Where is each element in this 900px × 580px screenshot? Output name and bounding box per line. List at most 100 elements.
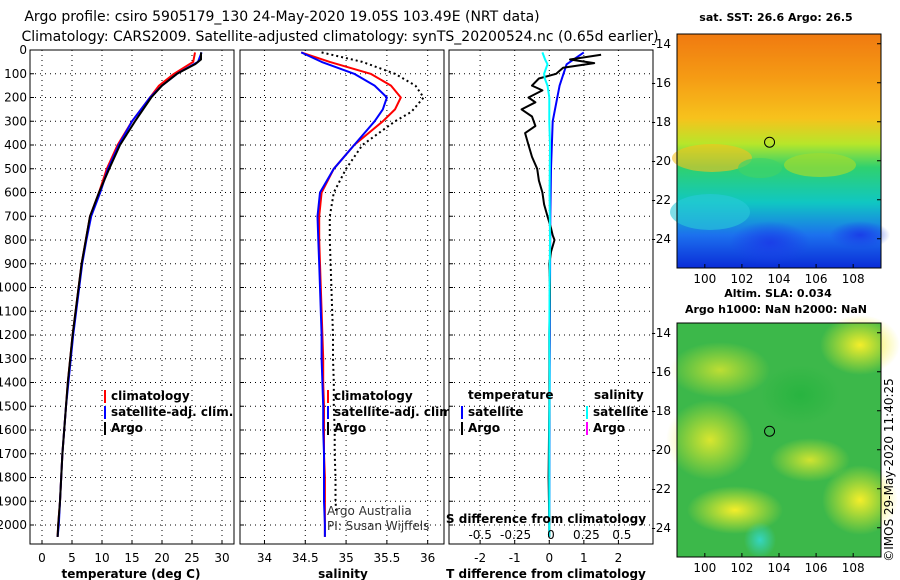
legend-swatch-climatology bbox=[327, 390, 329, 403]
depth-tick-label: 1800 bbox=[0, 471, 27, 485]
sst-cold-patch bbox=[730, 221, 810, 265]
sst-green-patch bbox=[738, 158, 782, 178]
legend-t-satellite: satellite bbox=[468, 405, 523, 419]
salinity-legend: climatology satellite-adj. clim. Argo bbox=[327, 389, 456, 435]
x-tick-label-salinity: 0 bbox=[547, 528, 555, 542]
series-line-satellite-adj-clim- bbox=[300, 51, 388, 537]
legend-swatch-satellite-adj bbox=[327, 406, 329, 419]
map-x-tick-label: 106 bbox=[805, 561, 828, 575]
legend-s-satellite: satellite bbox=[593, 405, 648, 419]
map-x-tick-label: 108 bbox=[842, 561, 865, 575]
temperature-series bbox=[56, 52, 203, 538]
legend-swatch-argo bbox=[104, 422, 106, 435]
map-x-tick-label: 104 bbox=[768, 272, 791, 286]
x-tick-label: 5 bbox=[68, 551, 76, 565]
data-pi-note: PI: Susan Wijffels bbox=[327, 519, 429, 533]
x-tick-label: 34.5 bbox=[292, 551, 319, 565]
sst-map-panel: sat. SST: 26.6 Argo: 26.5 100 102 104 106 10… bbox=[651, 11, 890, 300]
legend-satellite-adj: satellite-adj. clim. bbox=[334, 405, 456, 419]
depth-tick-label: 900 bbox=[4, 257, 27, 271]
sst-cold-patch bbox=[830, 221, 890, 249]
x-tick-label: 20 bbox=[154, 551, 169, 565]
map-y-tick-label: -24 bbox=[651, 521, 671, 535]
depth-tick-label: 1900 bbox=[0, 494, 27, 508]
salinity-xlabel: salinity bbox=[318, 567, 368, 580]
salinity-panel: 34 34.5 35 35.5 36 salinity climatology sate… bbox=[239, 49, 456, 580]
legend-swatch-climatology bbox=[104, 390, 106, 403]
difference-xlabel-salinity: S difference from climatology bbox=[446, 512, 646, 526]
legend-salinity-title: salinity bbox=[594, 388, 644, 402]
map-x-tick-label: 102 bbox=[730, 561, 753, 575]
map-x-tick-label: 102 bbox=[730, 272, 753, 286]
sst-map-ticks: 100 102 104 106 108 -14 -16 -18 -20 -22 -24 bbox=[651, 37, 881, 286]
depth-tick-label: 1500 bbox=[0, 399, 27, 413]
difference-panel: -2 -1 0 1 2 T difference from climatology S … bbox=[446, 49, 654, 580]
map-y-tick-label: -18 bbox=[651, 115, 671, 129]
depth-tick-label: 100 bbox=[4, 67, 27, 81]
depth-tick-label: 700 bbox=[4, 209, 27, 223]
sst-map-title: sat. SST: 26.6 Argo: 26.5 bbox=[699, 11, 852, 24]
x-tick-label: 0 bbox=[38, 551, 46, 565]
map-x-tick-label: 100 bbox=[693, 561, 716, 575]
depth-tick-label: 1300 bbox=[0, 352, 27, 366]
salinity-grid bbox=[240, 50, 444, 544]
legend-t-argo: Argo bbox=[468, 421, 500, 435]
temperature-grid bbox=[30, 50, 234, 544]
depth-tick-label: 300 bbox=[4, 114, 27, 128]
x-tick-label: 10 bbox=[94, 551, 109, 565]
height-map-panel: Argo h1000: NaN h2000: NaN 100 102 104 106 1… bbox=[651, 303, 900, 575]
x-tick-label: 35 bbox=[338, 551, 353, 565]
height-high-patch bbox=[670, 342, 770, 398]
temperature-frame bbox=[29, 49, 235, 545]
difference-grid bbox=[449, 50, 653, 544]
legend-swatch-argo bbox=[327, 422, 329, 435]
height-map-ticks: 100 102 104 106 108 -14 -16 -18 -20 -22 -24 bbox=[651, 326, 881, 575]
depth-tick-label: 0 bbox=[19, 43, 27, 57]
temperature-xlabel: temperature (deg C) bbox=[62, 567, 201, 580]
height-high-patch bbox=[820, 315, 900, 375]
height-high-patch bbox=[666, 400, 754, 480]
height-low-patch bbox=[744, 522, 776, 558]
map-y-tick-label: -14 bbox=[651, 37, 671, 51]
map-x-tick-label: 106 bbox=[805, 272, 828, 286]
x-tick-label: -2 bbox=[474, 551, 486, 565]
figure-subtitle: Climatology: CARS2009. Satellite-adjuste… bbox=[21, 29, 658, 45]
salinity-xticks: 34 34.5 35 35.5 36 bbox=[257, 540, 435, 565]
legend-satellite-adj: satellite-adj. clim. bbox=[111, 405, 233, 419]
x-tick-label-salinity: 0.5 bbox=[612, 528, 631, 542]
sst-warm-tongue bbox=[672, 144, 752, 172]
sst-cyan-patch bbox=[670, 194, 750, 230]
height-map-title: Argo h1000: NaN h2000: NaN bbox=[685, 303, 867, 316]
figure-title: Argo profile: csiro 5905179_130 24-May-2… bbox=[24, 9, 539, 25]
map-x-tick-label: 108 bbox=[842, 272, 865, 286]
difference-frame bbox=[448, 49, 654, 545]
map-y-tick-label: -22 bbox=[651, 193, 671, 207]
depth-axis: 0 100 200 300 400 500 600 700 800 900 1000 1100 1200… bbox=[0, 43, 27, 532]
series-line-s-satellite bbox=[541, 52, 551, 537]
map-y-tick-label: -16 bbox=[651, 365, 671, 379]
map-y-tick-label: -22 bbox=[651, 482, 671, 496]
depth-tick-label: 1600 bbox=[0, 423, 27, 437]
x-tick-label: 2 bbox=[615, 551, 623, 565]
depth-tick-label: 1400 bbox=[0, 376, 27, 390]
x-tick-label: 25 bbox=[184, 551, 199, 565]
legend-argo: Argo bbox=[334, 421, 366, 435]
depth-tick-label: 600 bbox=[4, 186, 27, 200]
legend-swatch-t-satellite bbox=[461, 406, 463, 419]
height-high-patch bbox=[770, 438, 850, 482]
series-line-argo bbox=[56, 52, 202, 537]
difference-xticks-salinity: -0.5 -0.25 0 0.25 0.5 bbox=[468, 528, 631, 542]
depth-tick-label: 2000 bbox=[0, 518, 27, 532]
salinity-frame bbox=[239, 49, 445, 545]
map-x-tick-label: 100 bbox=[693, 272, 716, 286]
x-tick-label: 1 bbox=[580, 551, 588, 565]
x-tick-label: 0 bbox=[545, 551, 553, 565]
height-low-patch bbox=[760, 365, 840, 425]
depth-tick-label: 400 bbox=[4, 138, 27, 152]
sst-green-patch bbox=[784, 153, 856, 177]
x-tick-label-salinity: 0.25 bbox=[573, 528, 600, 542]
map-y-tick-label: -20 bbox=[651, 443, 671, 457]
watermark: ©IMOS 29-May-2020 11:40:25 bbox=[882, 378, 896, 562]
height-map-image bbox=[666, 315, 900, 558]
